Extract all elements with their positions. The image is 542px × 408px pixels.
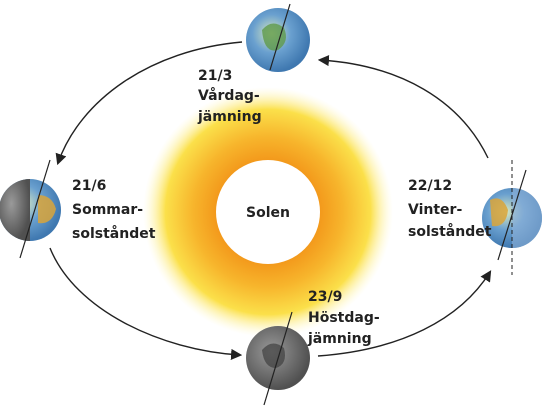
label-line: Sommar- — [72, 202, 143, 218]
date: 21/6 — [72, 178, 106, 194]
label-line: solståndet — [408, 223, 492, 240]
diagram: Solen 21/3 Vårdag- jämning 21/6 So — [0, 0, 542, 408]
earth-right — [482, 160, 542, 275]
label-line: Vinter- — [408, 202, 462, 218]
label-line: Vårdag- — [198, 87, 260, 104]
label-line: solståndet — [72, 225, 156, 242]
label-line: jämning — [307, 331, 372, 347]
date: 21/3 — [198, 68, 232, 84]
label-winter: 22/12 Vinter- solståndet — [408, 178, 492, 240]
label-line: Höstdag- — [308, 310, 380, 326]
label-line: jämning — [197, 109, 262, 125]
label-spring: 21/3 Vårdag- jämning — [197, 68, 262, 125]
earth-left — [0, 160, 61, 258]
sun-label: Solen — [246, 205, 290, 221]
date: 22/12 — [408, 178, 452, 194]
date: 23/9 — [308, 289, 342, 305]
earth-top — [246, 4, 310, 72]
